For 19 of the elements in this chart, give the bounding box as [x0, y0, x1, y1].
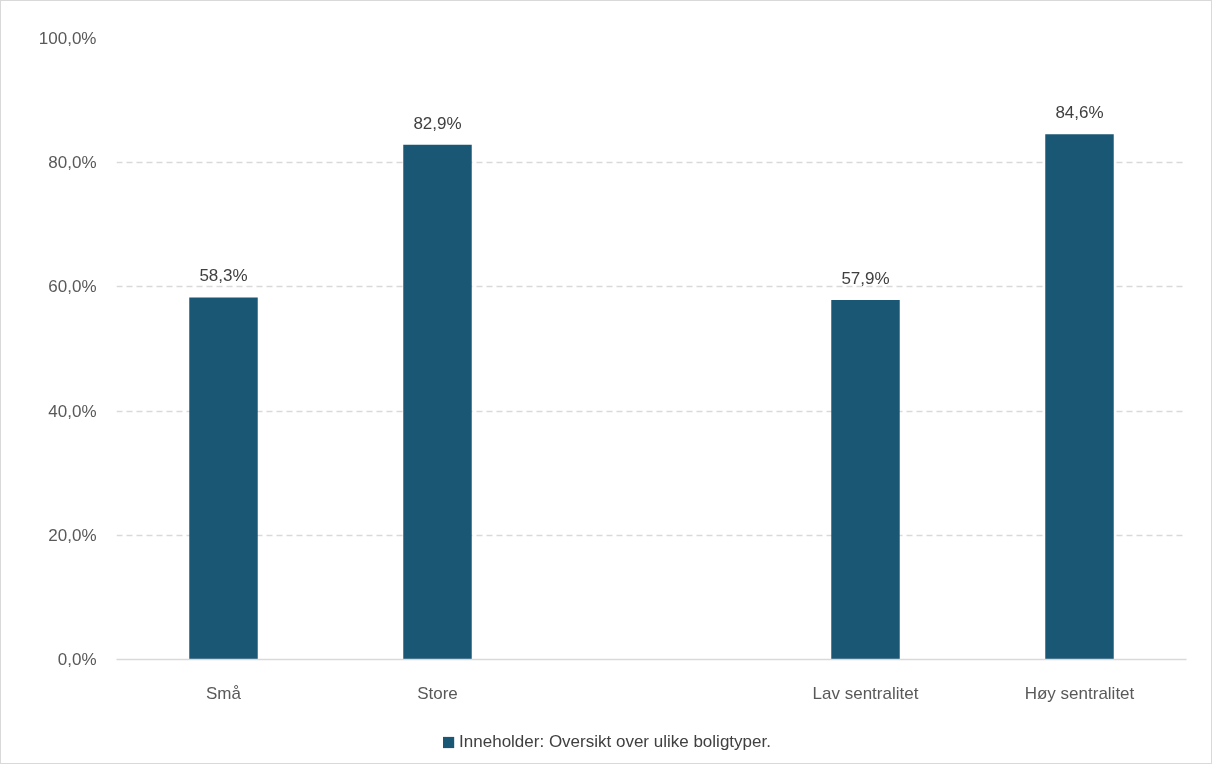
bar — [189, 297, 258, 660]
bar — [831, 299, 900, 660]
y-tick-label: 40,0% — [48, 401, 97, 421]
data-label: 57,9% — [841, 268, 890, 288]
bar — [403, 144, 472, 660]
y-tick-label: 20,0% — [48, 525, 97, 545]
y-tick-label: 80,0% — [48, 153, 97, 173]
data-label: 82,9% — [413, 113, 462, 133]
legend-label: Inneholder: Oversikt over ulike boligtyper. — [459, 732, 771, 752]
data-label: 58,3% — [199, 266, 248, 286]
y-tick-label: 100,0% — [38, 29, 97, 48]
data-label: 84,6% — [1055, 103, 1104, 123]
x-tick-label: Store — [417, 683, 458, 703]
x-tick-label: Små — [206, 683, 242, 703]
bar — [1045, 134, 1114, 660]
x-tick-label: Høy sentralitet — [1024, 683, 1135, 703]
y-tick-label: 0,0% — [57, 650, 97, 669]
x-tick-label: Lav sentralitet — [812, 683, 919, 703]
y-tick-label: 60,0% — [48, 277, 97, 297]
